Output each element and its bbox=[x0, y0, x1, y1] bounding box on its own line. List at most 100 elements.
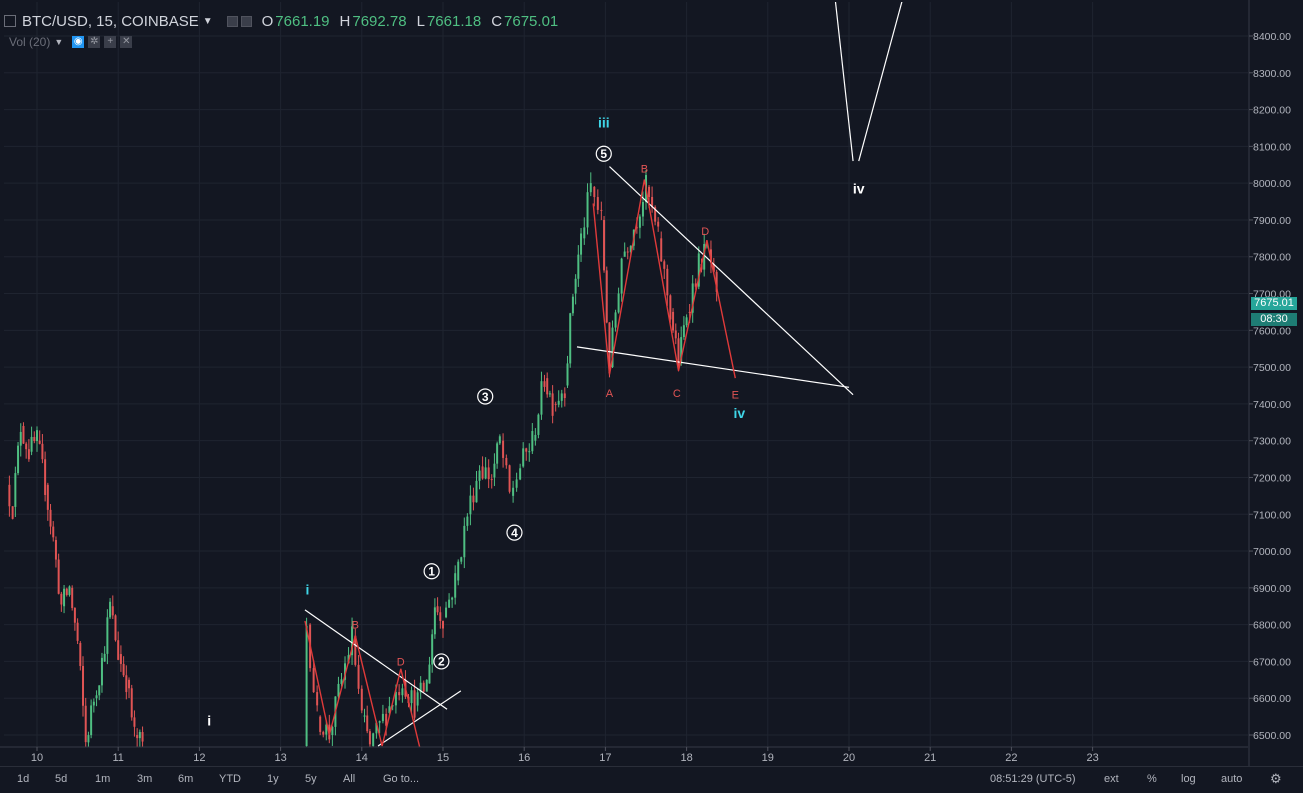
goto-button[interactable]: Go to... bbox=[383, 773, 420, 785]
candle-body bbox=[36, 430, 38, 442]
settings-icon[interactable] bbox=[226, 15, 238, 27]
wave-label: 5 bbox=[600, 147, 607, 161]
price-tick-label: 8100.00 bbox=[1253, 141, 1291, 153]
candle-body bbox=[410, 690, 413, 704]
candle-body bbox=[57, 559, 60, 594]
candle-body bbox=[484, 467, 487, 479]
candle-body bbox=[378, 721, 381, 723]
price-tick-label: 6900.00 bbox=[1253, 583, 1291, 595]
timeframe-5y[interactable]: 5y bbox=[305, 773, 317, 785]
candle-body bbox=[439, 612, 442, 621]
wave-circle bbox=[477, 388, 494, 405]
trendline bbox=[609, 166, 854, 396]
candle-body bbox=[82, 666, 85, 706]
candle-body bbox=[433, 607, 436, 635]
candle-body bbox=[660, 238, 663, 262]
volume-label[interactable]: Vol (20) bbox=[9, 35, 51, 49]
timeframe-6m[interactable]: 6m bbox=[178, 773, 194, 785]
candle-body bbox=[122, 663, 125, 676]
time-tick-label: 16 bbox=[518, 752, 530, 764]
candle-body bbox=[457, 561, 460, 581]
candle-body bbox=[685, 317, 688, 326]
timeframe-5d[interactable]: 5d bbox=[55, 773, 68, 785]
timeframe-1m[interactable]: 1m bbox=[95, 773, 111, 785]
time-tick-label: 14 bbox=[356, 752, 368, 764]
candle-body bbox=[674, 330, 677, 339]
timeframe-1y[interactable]: 1y bbox=[267, 773, 279, 785]
price-tick-label: 7600.00 bbox=[1253, 325, 1291, 337]
candle-body bbox=[703, 243, 706, 270]
candle-body bbox=[648, 186, 651, 197]
candle-body bbox=[537, 414, 540, 435]
clock: 08:51:29 (UTC-5) bbox=[990, 773, 1076, 785]
price-tick-label: 7200.00 bbox=[1253, 472, 1291, 484]
candle-body bbox=[626, 251, 629, 253]
open-value: 7661.19 bbox=[275, 12, 330, 30]
wave-circle bbox=[423, 563, 440, 580]
candle-body bbox=[577, 254, 580, 279]
ext-toggle[interactable]: ext bbox=[1104, 773, 1119, 785]
open-label: O bbox=[261, 12, 274, 30]
time-tick-label: 10 bbox=[31, 752, 43, 764]
candle-body bbox=[428, 664, 431, 684]
candle-body bbox=[620, 258, 623, 294]
candle-body bbox=[569, 313, 572, 364]
auto-toggle[interactable]: auto bbox=[1221, 773, 1243, 785]
chevron-down-icon[interactable]: ▼ bbox=[54, 37, 64, 47]
candle-body bbox=[611, 327, 614, 368]
candle-body bbox=[141, 732, 144, 742]
volume-legend: Vol (20) ▼ ◉ ✲ + ✕ bbox=[9, 35, 133, 49]
candle-body bbox=[422, 682, 425, 692]
candle-body bbox=[416, 692, 419, 706]
collapse-icon[interactable] bbox=[4, 15, 16, 27]
eye-icon[interactable]: ◉ bbox=[72, 36, 85, 48]
candle-body bbox=[360, 688, 363, 711]
candle-body bbox=[715, 271, 718, 292]
timeframe-all[interactable]: All bbox=[343, 773, 356, 785]
wave-label: iv bbox=[853, 181, 865, 197]
candle-body bbox=[363, 715, 366, 717]
time-tick-label: 19 bbox=[762, 752, 774, 764]
gear-icon[interactable]: ⚙ bbox=[1270, 771, 1282, 786]
candle-body bbox=[413, 690, 416, 718]
candle-body bbox=[325, 724, 328, 735]
timeframe-ytd[interactable]: YTD bbox=[219, 773, 241, 785]
candle-body bbox=[109, 601, 112, 618]
candle-body bbox=[22, 425, 25, 444]
candle-body bbox=[534, 434, 537, 441]
wave-label: D bbox=[397, 656, 405, 668]
chevron-down-icon[interactable]: ▼ bbox=[202, 15, 213, 27]
candle-body bbox=[351, 626, 354, 656]
gear-icon[interactable] bbox=[240, 15, 252, 27]
timeframe-1d[interactable]: 1d bbox=[17, 773, 30, 785]
candle-body bbox=[84, 705, 87, 743]
close-icon[interactable]: ✕ bbox=[120, 36, 133, 48]
candle-body bbox=[125, 675, 128, 693]
plus-icon[interactable]: + bbox=[104, 36, 117, 48]
timeframe-3m[interactable]: 3m bbox=[137, 773, 153, 785]
wave-label: D bbox=[701, 226, 709, 238]
candle-body bbox=[635, 227, 638, 229]
price-axis[interactable]: 6500.00 6600.00 6700.00 6800.00 6900.00 7000.… bbox=[1248, 0, 1291, 766]
wave-label: 1 bbox=[428, 565, 435, 579]
trendline bbox=[858, 2, 903, 162]
candle-body bbox=[551, 393, 554, 416]
candle-body bbox=[583, 227, 586, 239]
time-axis[interactable]: 10 11 12 13 14 15 16 17 18 19 20 21 22 23 bbox=[0, 746, 1248, 764]
time-tick-label: 21 bbox=[924, 752, 936, 764]
candle-body bbox=[451, 597, 454, 600]
candle-body bbox=[490, 479, 493, 481]
wave-paths bbox=[304, 179, 736, 747]
candle-body bbox=[705, 243, 708, 245]
symbol-label[interactable]: BTC/USD, 15, COINBASE bbox=[22, 12, 199, 30]
percent-toggle[interactable]: % bbox=[1147, 773, 1157, 785]
candle-body bbox=[68, 586, 71, 595]
candle-body bbox=[688, 311, 691, 313]
wave-path bbox=[304, 620, 421, 747]
log-toggle[interactable]: log bbox=[1181, 773, 1196, 785]
candle-body bbox=[531, 431, 534, 452]
gear-icon[interactable]: ✲ bbox=[88, 36, 101, 48]
wave-circle bbox=[595, 145, 612, 162]
bottom-toolbar: 1d 5d 1m 3m 6m YTD 1y 5y All Go to... 08… bbox=[0, 766, 1303, 793]
